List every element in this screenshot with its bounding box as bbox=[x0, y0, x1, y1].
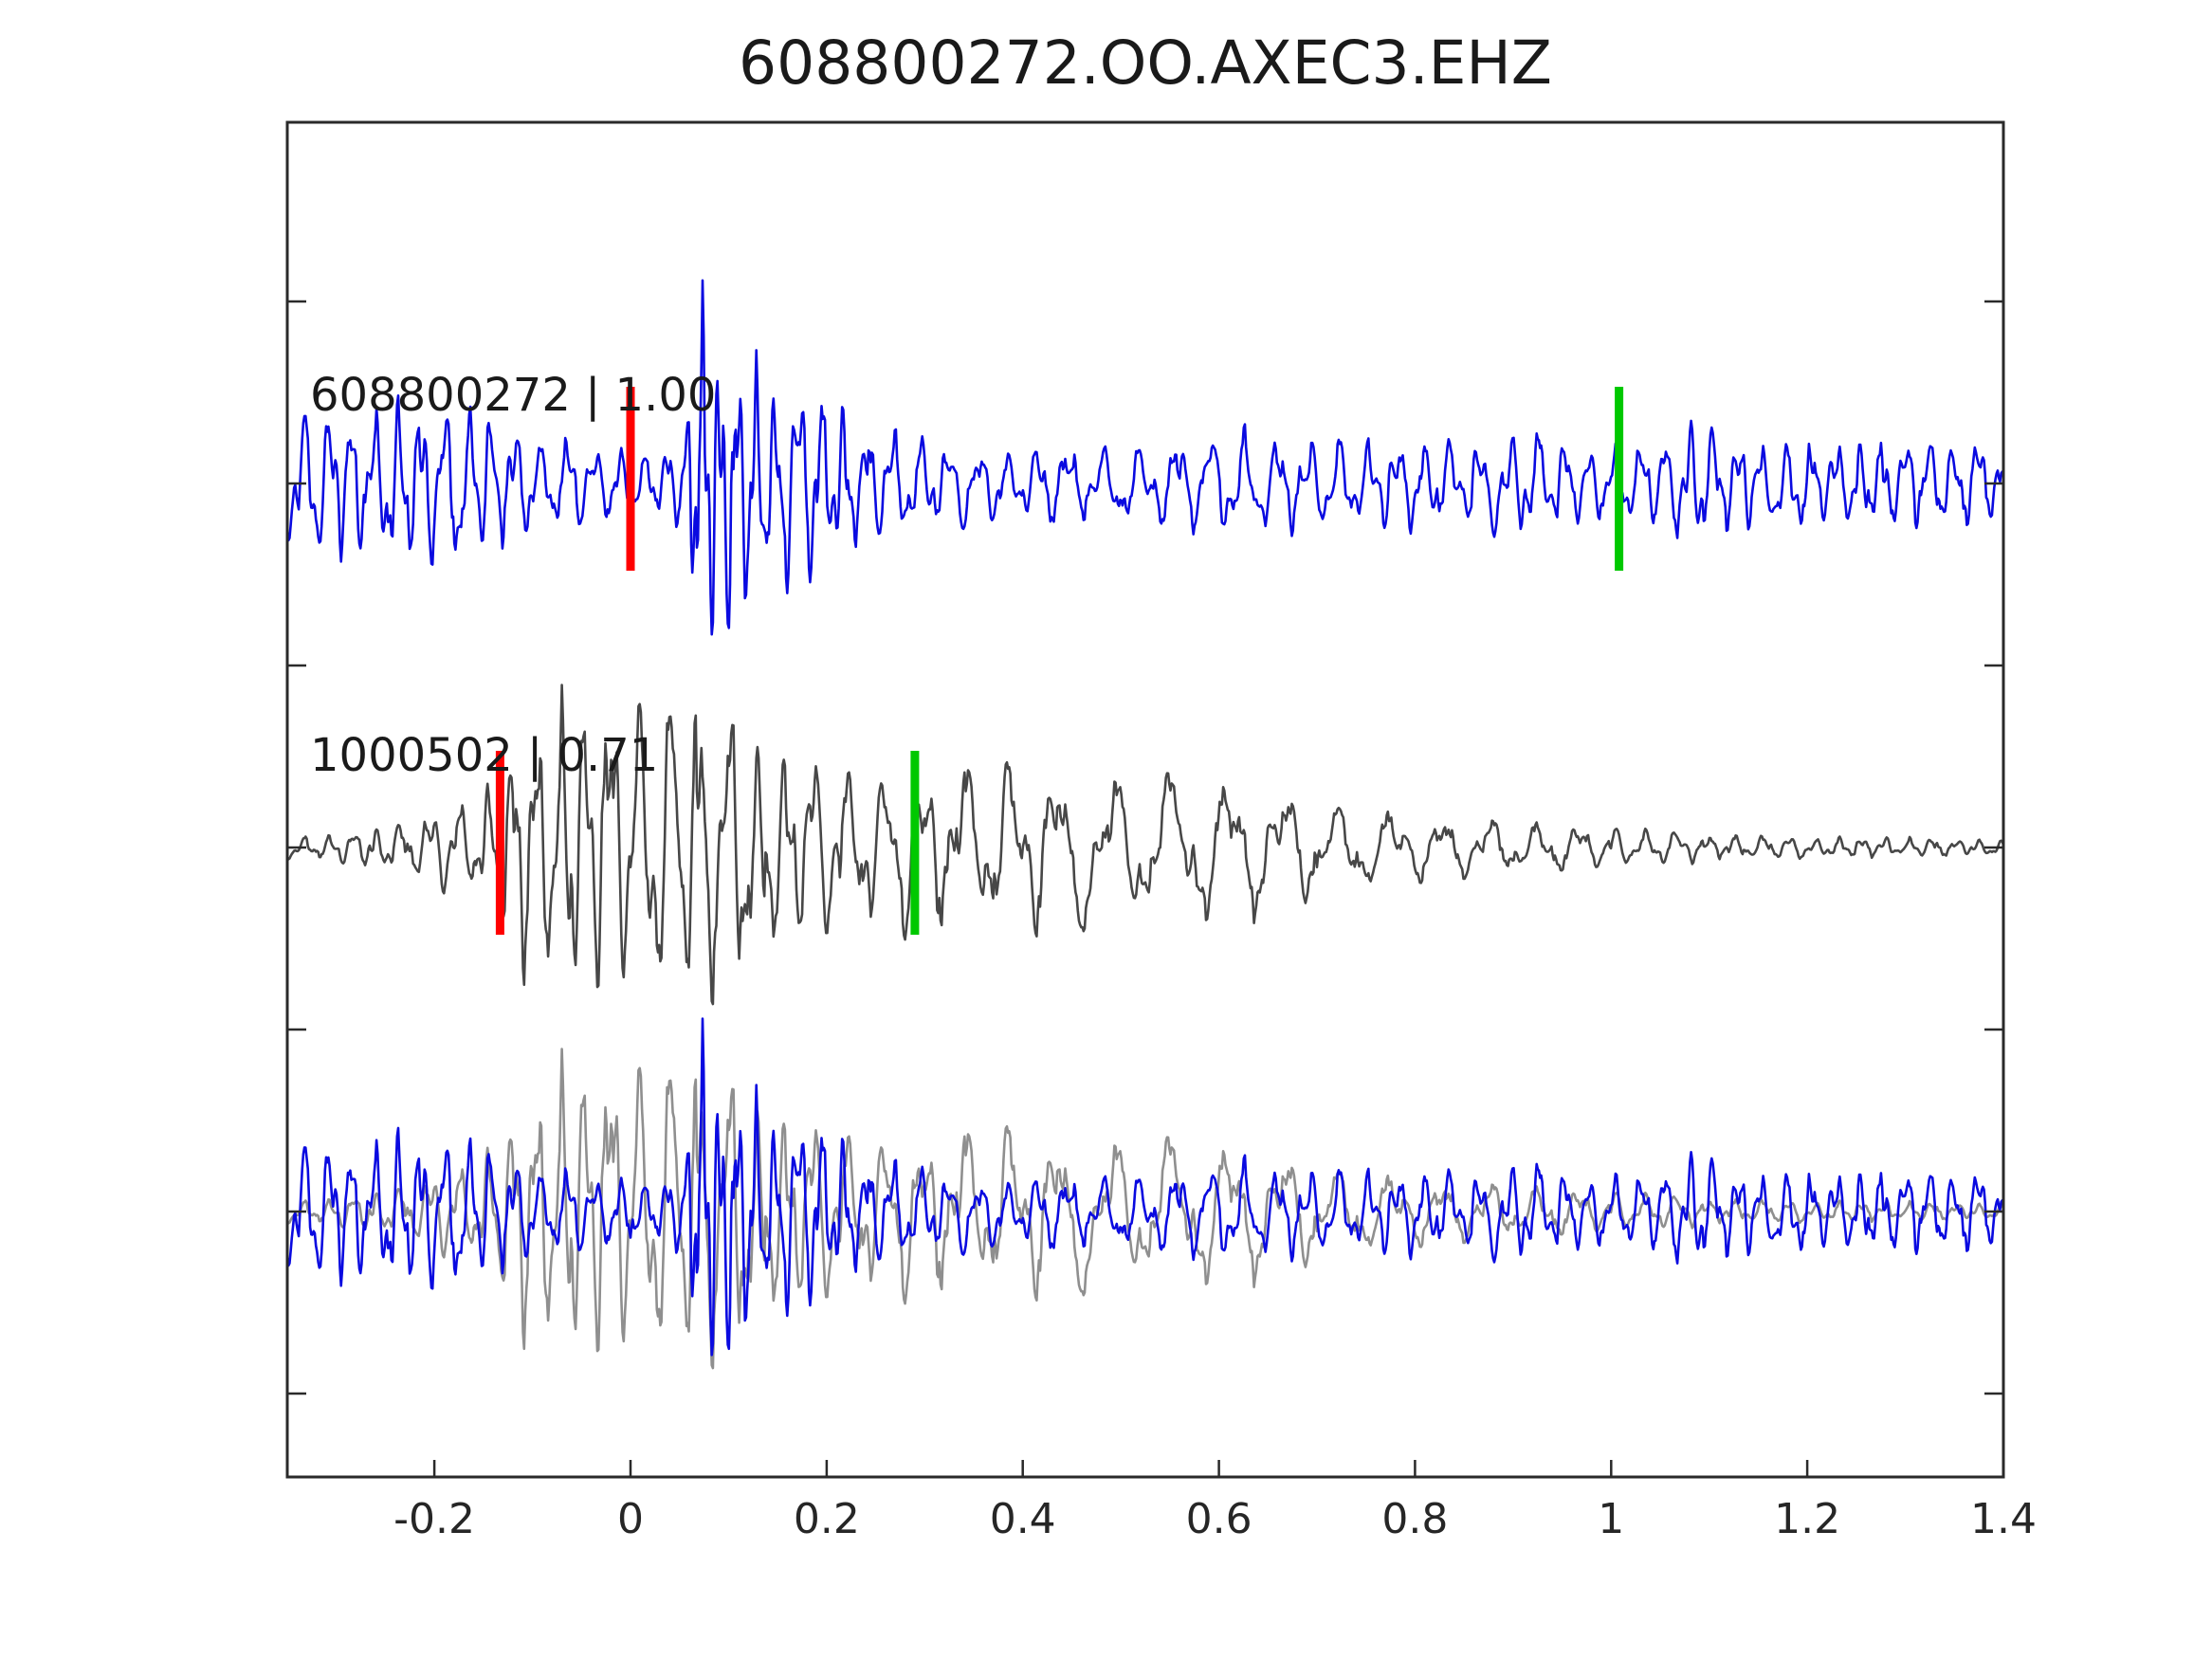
x-tick-label: 1 bbox=[1598, 1495, 1624, 1543]
x-tick-label: 0.2 bbox=[794, 1495, 860, 1543]
x-tick-label: -0.2 bbox=[393, 1495, 475, 1543]
pick-marker-green-pick bbox=[910, 751, 920, 935]
axes-box bbox=[285, 120, 2005, 1479]
chart-title: 608800272.OO.AXEC3.EHZ bbox=[739, 28, 1552, 98]
x-tick-label: 0.6 bbox=[1186, 1495, 1252, 1543]
trace-label-template: 608800272 | 1.00 bbox=[310, 369, 716, 422]
x-tick-label: 1.2 bbox=[1774, 1495, 1840, 1543]
pick-marker-red-pick bbox=[495, 751, 504, 935]
trace-label-detection: 1000502 | 0.71 bbox=[310, 729, 658, 782]
x-tick-label: 0.4 bbox=[990, 1495, 1056, 1543]
x-tick-label: 0 bbox=[617, 1495, 644, 1543]
waveform-detection-waveform bbox=[287, 684, 2003, 1006]
waveform-template-waveform bbox=[287, 279, 2003, 636]
plot-area: -0.2 0 0.2 0.4 0.6 0.8 1 1.2 1.4 bbox=[285, 120, 2037, 1543]
x-tick-label: 1.4 bbox=[1970, 1495, 2037, 1543]
pick-marker-green-pick bbox=[1615, 387, 1624, 571]
waveform-overlay-template-waveform bbox=[287, 1017, 2003, 1357]
pick-marker-red-pick bbox=[626, 387, 635, 571]
x-tick-label: 0.8 bbox=[1381, 1495, 1448, 1543]
